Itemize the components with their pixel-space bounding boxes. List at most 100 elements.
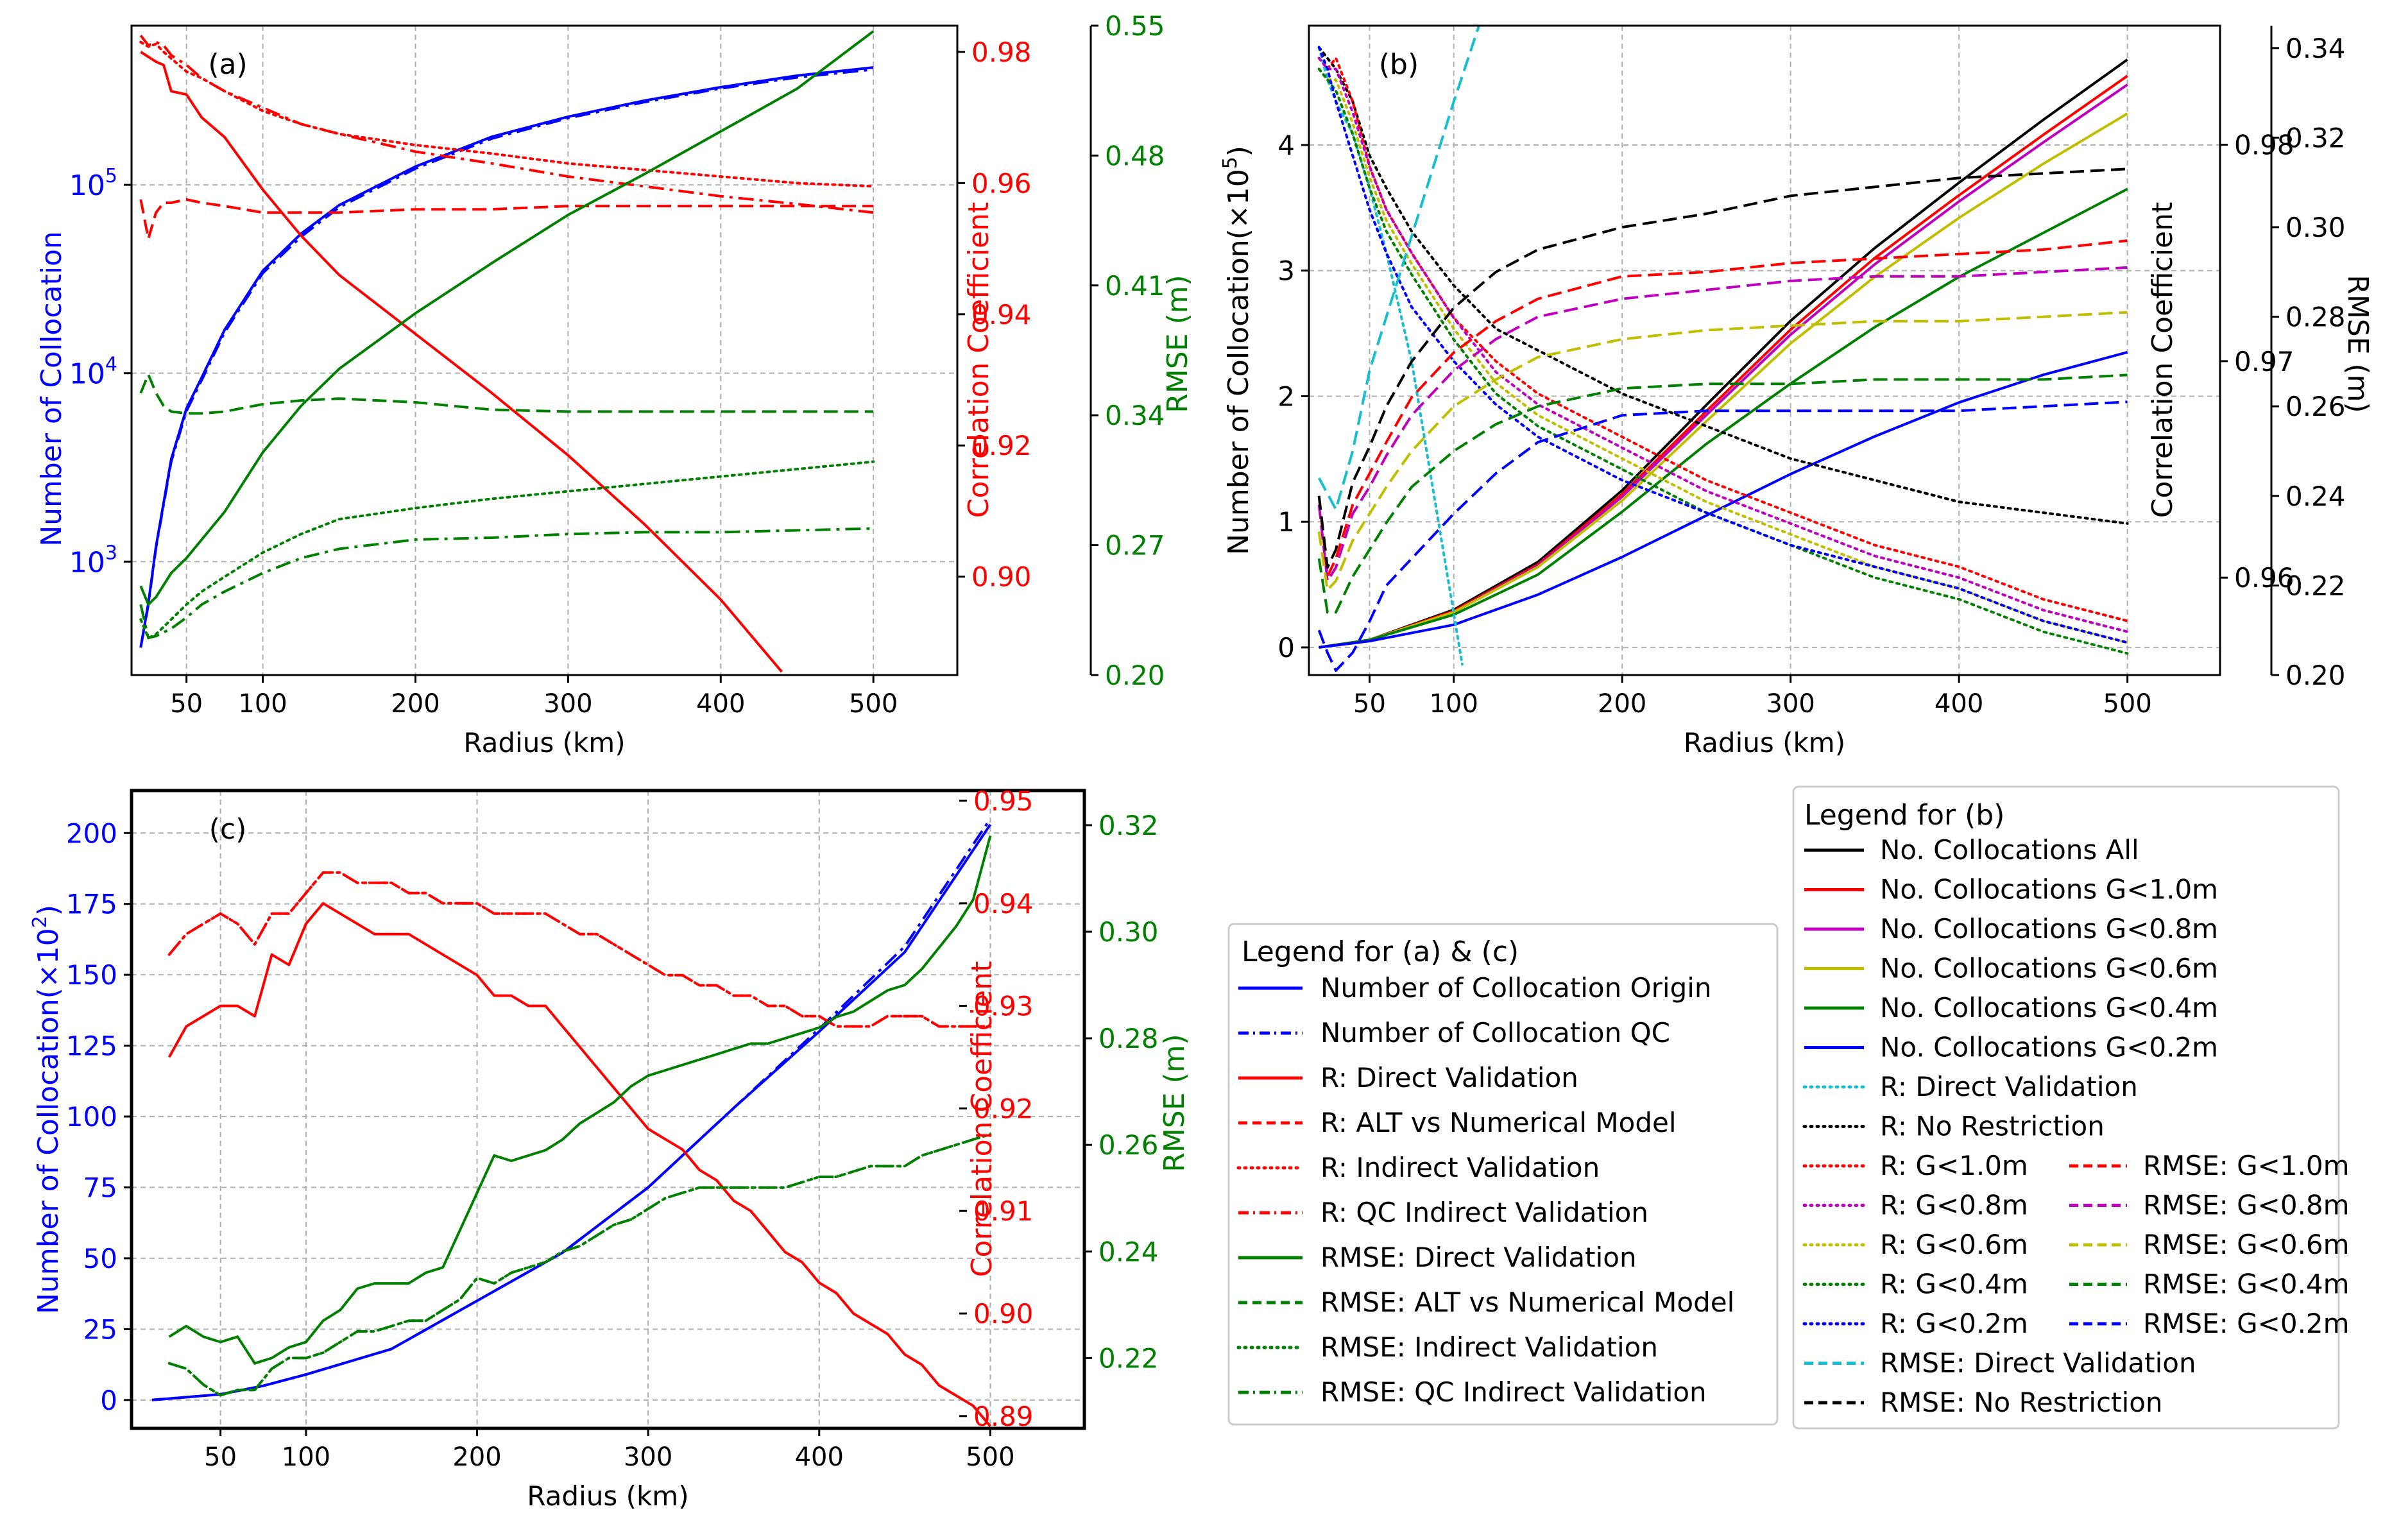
y-tick-label-r1: 0.93 [973, 991, 1034, 1022]
y-tick-label-left: 4 [1277, 130, 1295, 161]
y-axis-label-r2: RMSE (m) [1158, 1034, 1191, 1172]
y-tick-label-left: 105 [69, 165, 117, 202]
legend-title: Legend for (a) & (c) [1242, 936, 1519, 968]
legend-label: R: G<0.4m [1880, 1269, 2028, 1300]
y-tick-label-r1: 0.92 [973, 1093, 1034, 1124]
legend-a-c: Legend for (a) & (c) Number of Collocatio… [1227, 923, 1779, 1426]
y-tick-label-r1: 0.96 [2234, 562, 2294, 594]
grid [132, 791, 1084, 1428]
series-line-5 [139, 35, 874, 214]
series-line-5 [1319, 350, 2128, 649]
y-tick-label-r1: 0.97 [2234, 346, 2294, 377]
tick-exponent: 3 [105, 542, 117, 564]
series-line-1 [139, 68, 874, 648]
label-exponent: 5 [1219, 157, 1242, 169]
y-tick-label-r1: 0.91 [973, 1195, 1034, 1227]
y-tick-label-r2: 0.34 [2285, 33, 2346, 64]
y-tick-label-left: 100 [66, 1101, 117, 1133]
legend-label: No. Collocations G<0.4m [1880, 992, 2218, 1023]
series-line-17 [1317, 400, 2128, 672]
x-tick-label: 500 [966, 1442, 1014, 1472]
y-axis-label-r1: Correlation Coefficient [2146, 202, 2179, 518]
x-tick-label: 100 [282, 1442, 330, 1472]
legend-label: Number of Collocation QC [1320, 1017, 1670, 1048]
legend-label: RMSE: Direct Validation [1320, 1242, 1637, 1273]
y-tick-label-r2: 0.24 [1098, 1236, 1159, 1267]
y-tick-label-r2: 0.30 [2285, 212, 2346, 243]
y-axis-label-r1: Correlation Coefficient [962, 202, 995, 518]
legend-label: RMSE: No Restriction [1880, 1387, 2163, 1418]
legend-box [1227, 923, 1779, 1426]
label-close: ) [32, 905, 65, 916]
x-tick-label: 300 [1766, 689, 1815, 719]
series-line-2 [167, 902, 991, 1428]
x-tick-label: 100 [238, 689, 287, 719]
y-tick-label-left: 2 [1277, 381, 1295, 412]
x-tick-label: 400 [696, 689, 745, 719]
y-tick-label-r1: 0.89 [973, 1401, 1034, 1432]
y-tick-label-r1: 0.98 [971, 37, 1032, 68]
y-tick-label-r2: 0.28 [2285, 302, 2346, 333]
series-line-12 [1317, 46, 2129, 644]
series-line-18 [1317, 26, 1480, 511]
y-tick-label-left: 125 [66, 1031, 117, 1062]
series-line-4 [139, 40, 875, 188]
y-tick-label-left: 150 [66, 959, 117, 991]
series-line-5 [168, 835, 992, 1365]
y-axis-label-left: Number of Collocation [35, 231, 68, 547]
x-tick-label: 100 [1430, 689, 1478, 719]
label-close: ) [1222, 146, 1255, 157]
series-line-8 [1317, 56, 2129, 622]
series-line-14 [1317, 266, 2128, 583]
x-tick-label: 500 [2103, 689, 2151, 719]
legend-b: Legend for (b)No. Collocations All No. Co… [1792, 785, 2350, 1430]
y-tick-label-r2: 0.24 [2285, 481, 2346, 512]
y-axis-label-left: Number of Collocation(×102) [29, 905, 65, 1314]
series-line-4 [168, 871, 991, 1028]
series-line-8 [139, 460, 875, 640]
legend-box [1792, 785, 2340, 1430]
x-tick-label: 50 [204, 1442, 237, 1472]
y-tick-label-r1: 0.94 [973, 888, 1034, 920]
x-tick-label: 400 [795, 1442, 844, 1472]
y-tick-label-left: 25 [83, 1313, 117, 1345]
y-tick-label-r2: 0.41 [1105, 270, 1165, 302]
y-tick-label-left: 0 [1277, 632, 1295, 663]
legend-label: R: G<0.2m [1880, 1308, 2028, 1339]
tick-exponent: 5 [105, 165, 117, 187]
chart-panel-2: 50 100 200 300 400 500 Radius (km) 0 25 50 75 100 12… [29, 785, 1191, 1512]
series-line-11 [1317, 67, 2129, 655]
legend-label: R: Indirect Validation [1320, 1152, 1600, 1183]
series-line-4 [1319, 187, 2128, 649]
series-line-13 [1317, 239, 2128, 578]
y-tick-label-r2: 0.34 [1105, 400, 1165, 431]
series-line-9 [1317, 56, 2129, 633]
series-group [139, 30, 875, 673]
y-tick-label-r2: 0.30 [1098, 916, 1159, 948]
x-tick-label: 200 [1598, 689, 1646, 719]
y-tick-label-r1: 0.92 [971, 430, 1032, 461]
y-tick-label-r1: 0.98 [2234, 130, 2294, 161]
y-tick-label-left: 1 [1277, 506, 1295, 538]
y-tick-label-left: 103 [69, 542, 117, 579]
x-tick-label: 50 [170, 689, 203, 719]
panel-label: (a) [208, 48, 247, 81]
legend-label: R: G<1.0m [1880, 1150, 2028, 1181]
y-tick-label-r2: 0.22 [1098, 1342, 1159, 1374]
x-axis-label: Radius (km) [1684, 727, 1845, 758]
series-line-3 [1319, 112, 2128, 649]
y-tick-label-r2: 0.20 [1105, 660, 1165, 691]
x-tick-label: 300 [624, 1442, 672, 1472]
x-tick-label: 200 [452, 1442, 501, 1472]
legend-label: R: Direct Validation [1320, 1062, 1578, 1093]
tick-base: 10 [69, 546, 105, 579]
legend-label: No. Collocations G<1.0m [1880, 874, 2218, 905]
x-tick-label: 200 [391, 689, 440, 719]
y-tick-label-r2: 0.26 [2285, 391, 2346, 422]
x-tick-label: 400 [1935, 689, 1983, 719]
series-line-3 [139, 198, 874, 241]
y-tick-label-r1: 0.95 [973, 785, 1034, 817]
y-tick-label-r1: 0.90 [973, 1298, 1034, 1330]
